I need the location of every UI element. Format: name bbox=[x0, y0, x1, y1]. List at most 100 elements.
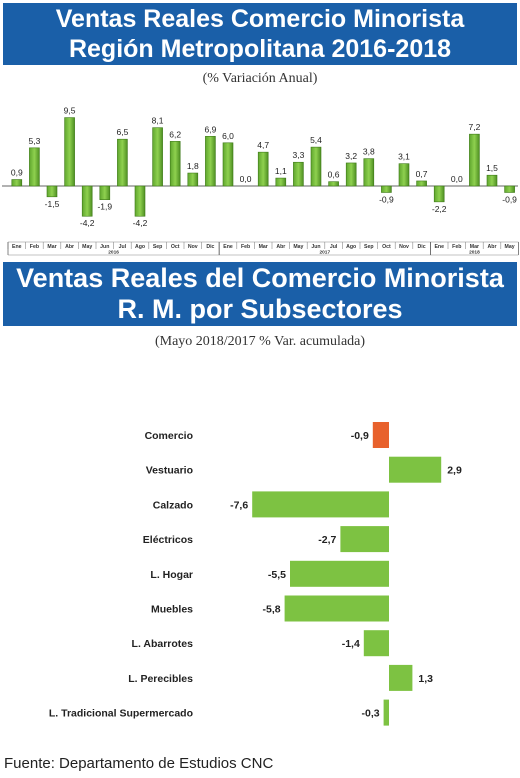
month-bar bbox=[416, 180, 427, 187]
monthly-chart-subtitle: (% Variación Anual) bbox=[202, 71, 318, 86]
month-value-label: 5,4 bbox=[310, 135, 322, 145]
month-value-label: -1,5 bbox=[45, 199, 60, 209]
subsector-category-label: L. Tradicional Supermercado bbox=[49, 708, 193, 720]
month-value-label: 5,3 bbox=[28, 136, 40, 146]
month-tick-label: Jun bbox=[311, 244, 320, 250]
month-bar bbox=[117, 138, 128, 187]
month-tick-label: Nov bbox=[399, 244, 409, 250]
month-bar bbox=[469, 133, 480, 187]
month-tick-label: Sep bbox=[153, 244, 163, 250]
month-bar bbox=[363, 158, 375, 187]
month-bar bbox=[99, 185, 111, 200]
month-value-label: 6,9 bbox=[204, 124, 216, 134]
month-bar bbox=[310, 146, 322, 187]
month-tick-label: Jun bbox=[100, 244, 109, 250]
month-tick-label: Jul bbox=[330, 244, 338, 250]
month-tick-label: Nov bbox=[188, 244, 198, 250]
month-value-label: 6,2 bbox=[169, 129, 181, 139]
subsector-category-label: L. Hogar bbox=[150, 569, 193, 581]
subsector-bar bbox=[389, 456, 442, 483]
month-tick-label: Sep bbox=[364, 244, 374, 250]
month-tick-label: Oct bbox=[382, 244, 391, 250]
year-label: 2018 bbox=[469, 250, 480, 256]
subsector-chart-subtitle: (Mayo 2018/2017 % Var. acumulada) bbox=[154, 334, 366, 349]
month-value-label: 9,5 bbox=[64, 106, 76, 116]
subsector-bar bbox=[252, 491, 389, 518]
month-bar bbox=[345, 162, 357, 187]
month-value-label: -1,9 bbox=[97, 202, 112, 212]
month-value-label: -0,9 bbox=[379, 194, 394, 204]
month-value-label: 3,8 bbox=[363, 147, 375, 157]
subsector-chart-title-line1: Ventas Reales del Comercio Minorista bbox=[16, 263, 504, 293]
month-tick-label: May bbox=[293, 244, 303, 250]
month-value-label: 6,0 bbox=[222, 131, 234, 141]
month-bar bbox=[205, 136, 216, 187]
month-value-label: 3,2 bbox=[345, 151, 357, 161]
month-value-label: -4,2 bbox=[133, 218, 148, 228]
month-bar bbox=[46, 185, 58, 198]
month-bar bbox=[222, 142, 234, 187]
month-bar bbox=[398, 163, 410, 187]
subsector-bar bbox=[284, 595, 389, 622]
month-bar bbox=[169, 141, 181, 187]
subsector-value-label: 1,3 bbox=[418, 673, 433, 685]
subsector-bar bbox=[290, 560, 389, 587]
subsector-value-label: -0,9 bbox=[351, 430, 369, 442]
subsector-value-label: -1,4 bbox=[342, 638, 360, 650]
subsector-category-label: Eléctricos bbox=[143, 534, 193, 546]
month-tick-label: Mar bbox=[47, 244, 56, 250]
month-value-label: 0,0 bbox=[240, 174, 252, 184]
month-value-label: -0,9 bbox=[502, 194, 517, 204]
month-tick-label: May bbox=[505, 244, 515, 250]
month-tick-label: Ene bbox=[434, 244, 444, 250]
subsector-value-label: -0,3 bbox=[362, 708, 380, 720]
subsector-chart-title-line2: R. M. por Subsectores bbox=[117, 294, 403, 324]
month-tick-label: Mar bbox=[259, 244, 268, 250]
month-bar bbox=[152, 127, 163, 187]
month-value-label: 0,0 bbox=[451, 174, 463, 184]
month-value-label: 6,5 bbox=[116, 127, 128, 137]
source-footer: Fuente: Departamento de Estudios CNC bbox=[4, 755, 274, 772]
subsector-bar bbox=[363, 630, 389, 657]
month-tick-label: Ene bbox=[223, 244, 233, 250]
subsector-category-label: Comercio bbox=[145, 430, 193, 442]
month-tick-label: Feb bbox=[241, 244, 250, 250]
month-tick-label: Mar bbox=[470, 244, 479, 250]
year-label: 2016 bbox=[108, 250, 119, 256]
month-bar bbox=[29, 147, 40, 187]
month-bar bbox=[64, 117, 75, 187]
month-tick-label: Oct bbox=[171, 244, 180, 250]
month-tick-label: May bbox=[82, 244, 92, 250]
month-tick-label: Abr bbox=[276, 244, 285, 250]
month-bar bbox=[257, 151, 269, 187]
month-tick-label: Dic bbox=[206, 244, 214, 250]
month-tick-label: Jul bbox=[119, 244, 127, 250]
subsector-value-label: -2,7 bbox=[318, 534, 336, 546]
year-label: 2017 bbox=[319, 250, 330, 256]
month-bar bbox=[433, 185, 445, 203]
month-value-label: 7,2 bbox=[468, 122, 480, 132]
month-tick-label: Dic bbox=[418, 244, 426, 250]
subsector-category-label: Vestuario bbox=[146, 465, 193, 477]
month-tick-label: Feb bbox=[30, 244, 39, 250]
month-bar bbox=[187, 172, 199, 187]
subsector-bar bbox=[340, 526, 389, 553]
month-value-label: 3,3 bbox=[292, 150, 304, 160]
subsector-value-label: -5,5 bbox=[268, 569, 286, 581]
subsector-chart-banner: Ventas Reales del Comercio Minorista R. … bbox=[3, 262, 517, 326]
subsector-value-label: 2,9 bbox=[447, 465, 462, 477]
monthly-chart-title-line1: Ventas Reales Comercio Minorista bbox=[55, 5, 465, 33]
subsector-category-label: L. Perecibles bbox=[128, 673, 193, 685]
month-bar bbox=[293, 161, 304, 187]
month-bar bbox=[381, 185, 392, 193]
monthly-variation-chart: 0,95,3-1,59,5-4,2-1,96,5-4,28,16,21,86,9… bbox=[2, 106, 519, 256]
month-bar bbox=[504, 185, 515, 193]
month-value-label: 1,8 bbox=[187, 161, 199, 171]
month-bar bbox=[328, 181, 339, 187]
month-value-label: 8,1 bbox=[152, 116, 164, 126]
subsector-value-label: -5,8 bbox=[263, 604, 281, 616]
subsector-bar bbox=[389, 664, 413, 691]
month-value-label: 3,1 bbox=[398, 152, 410, 162]
month-tick-label: Feb bbox=[452, 244, 461, 250]
month-tick-label: Ago bbox=[135, 244, 145, 250]
